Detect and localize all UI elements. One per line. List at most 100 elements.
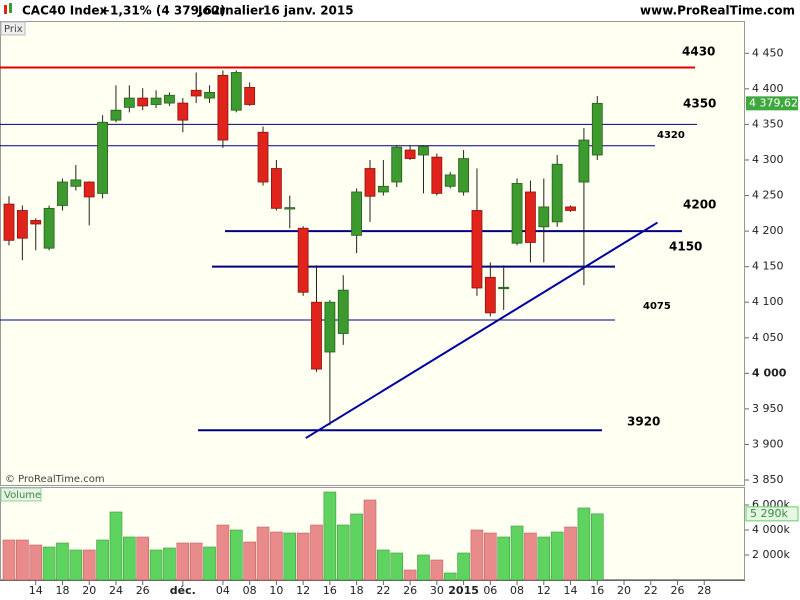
candle-body: [311, 301, 322, 370]
panel-label-box: [0, 487, 42, 502]
candle-body: [458, 158, 469, 193]
y-tick-label: 3 950: [752, 402, 784, 415]
y-tick-label: 4 000: [752, 366, 787, 379]
x-tick-label: 26: [671, 584, 685, 597]
volume-bar: [149, 549, 163, 581]
x-tick-label: 2015: [448, 584, 479, 597]
volume-bar: [457, 552, 470, 581]
y-tick-label: 4 450: [752, 46, 784, 59]
candle-body: [578, 139, 590, 183]
y-tick-label: 4 150: [752, 260, 784, 273]
x-tick-label: 30: [430, 584, 444, 597]
candle-body: [538, 206, 550, 228]
x-tick-label: 16: [323, 584, 337, 597]
volume-bar: [96, 539, 109, 581]
x-tick-label: 26: [136, 584, 150, 597]
period: Journalier: [197, 4, 264, 18]
x-tick-label: 08: [243, 584, 257, 597]
volume-bar: [16, 539, 29, 581]
level-label: 4430: [682, 45, 715, 59]
volume-bar: [510, 525, 524, 581]
candle-body: [164, 94, 175, 104]
volume-bar: [430, 559, 444, 581]
change: +1,31% (4 379,62): [100, 4, 226, 18]
candle-body: [16, 210, 28, 239]
last-value-label: 5 290k: [750, 507, 788, 520]
volume-bar: [229, 529, 243, 581]
candle-body: [404, 149, 416, 159]
volume-bar: [42, 546, 56, 581]
volume-bar: [537, 536, 551, 581]
volume-bar: [417, 554, 430, 581]
candle-body: [471, 210, 483, 289]
site: www.ProRealTime.com: [640, 4, 795, 18]
candle-body: [110, 109, 122, 121]
candle-body: [230, 72, 242, 111]
level-label: 4320: [657, 130, 685, 141]
level-label: 3920: [627, 415, 660, 429]
x-tick-label: 06: [483, 584, 497, 597]
candle-body: [444, 174, 456, 187]
y-tick-label: 4 200: [752, 224, 784, 237]
panel-label: Prix: [4, 24, 23, 35]
y-tick-label: 4 100: [752, 295, 784, 308]
watermark: © ProRealTime.com: [5, 474, 105, 485]
volume-bar: [336, 524, 350, 581]
y-tick-label: 4 300: [752, 153, 784, 166]
candle-body: [324, 301, 336, 353]
x-tick-label: 14: [29, 584, 43, 597]
candle-body: [217, 74, 229, 141]
candle-body: [431, 156, 443, 194]
last-value-label: 4 379,62: [749, 96, 798, 109]
x-tick-label: 20: [82, 584, 96, 597]
volume-bar: [564, 526, 577, 581]
y-tick-label: 4 000k: [752, 523, 790, 536]
volume-bar: [176, 542, 190, 581]
candle-body: [244, 87, 256, 105]
x-tick-label: 22: [376, 584, 390, 597]
candle-body: [150, 97, 162, 105]
x-tick-label: 08: [510, 584, 524, 597]
candle-body: [3, 203, 15, 241]
header-icon: [4, 5, 7, 14]
candle-body: [391, 146, 403, 183]
candle-body: [270, 168, 282, 209]
date: 16 janv. 2015: [263, 4, 354, 18]
candle-body: [204, 92, 215, 99]
volume-bar: [577, 507, 591, 581]
volume-bar: [310, 524, 323, 581]
volume-bar: [283, 532, 297, 581]
panel-label: Volume: [4, 490, 41, 501]
x-tick-label: 22: [644, 584, 658, 597]
candle-body: [190, 89, 202, 97]
volume-bar: [203, 546, 216, 581]
candle-body: [511, 183, 523, 244]
volume-bar: [82, 549, 96, 581]
level-label: 4200: [683, 198, 716, 212]
x-tick-label: 04: [216, 584, 230, 597]
volume-bar: [550, 531, 564, 581]
candle-body: [351, 191, 363, 236]
candle-body: [123, 97, 135, 108]
x-tick-label: déc.: [170, 584, 196, 597]
panel-label-box: [0, 21, 26, 36]
x-tick-label: 20: [617, 584, 631, 597]
y-tick-label: 4 350: [752, 117, 784, 130]
volume-bar: [56, 542, 69, 581]
level-label: 4350: [683, 97, 716, 111]
volume-bar: [123, 536, 136, 581]
candle-body: [83, 181, 95, 198]
volume-bar: [390, 552, 404, 581]
volume-bar: [323, 491, 337, 581]
volume-bar: [443, 572, 457, 581]
candle-body: [177, 102, 189, 121]
candle-body: [498, 286, 510, 290]
volume-bar: [243, 541, 256, 581]
x-tick-label: 18: [350, 584, 364, 597]
level-label: 4075: [643, 301, 671, 312]
volume-bar: [377, 549, 390, 581]
volume-bar: [256, 526, 270, 581]
candle-body: [364, 168, 376, 197]
x-tick-label: 12: [296, 584, 310, 597]
